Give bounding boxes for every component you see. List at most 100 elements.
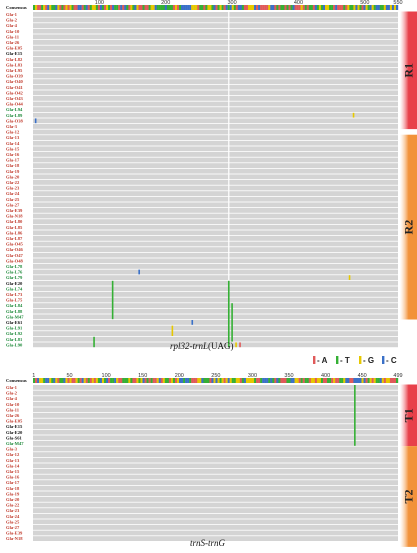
sequence-row [33,513,398,519]
sequence-row [33,107,398,112]
consensus-base-cell [322,378,326,383]
legend-label-a: - A [317,356,328,365]
sequence-label: Gla-16 [6,475,20,480]
consensus-base-cell [276,5,279,10]
consensus-base-cell [152,378,155,383]
consensus-base-cell [164,378,168,383]
consensus-base-cell [361,5,364,10]
consensus-base-cell [106,378,109,383]
consensus-base-cell [329,5,332,10]
consensus-base-cell [205,378,208,383]
consensus-base-cell [132,378,135,383]
consensus-base-cell [339,378,342,383]
consensus-base-cell [345,378,348,383]
consensus-base-cell [73,378,76,383]
sequence-label: Gla-27 [6,202,20,207]
sequence-row [33,12,398,17]
sequence-row [33,174,398,180]
consensus-base-cell [381,5,385,10]
consensus-base-cell [128,5,131,10]
sequence-row [33,17,398,23]
consensus-base-cell [158,378,161,383]
sequence-row [33,68,398,73]
consensus-base-cell [262,5,265,10]
consensus-base-cell [203,378,206,383]
sequence-row [33,96,398,101]
consensus-base-cell [61,5,64,10]
variant-site-mark [239,342,241,348]
consensus-base-cell [327,378,330,383]
sequence-label: Gla-E39 [6,531,23,536]
consensus-base-cell [57,5,60,10]
consensus-base-cell [103,378,107,383]
consensus-base-cell [47,378,50,383]
consensus-base-cell [395,5,399,10]
consensus-label: Consensus [6,378,27,383]
consensus-base-cell [375,378,378,383]
sequence-row [33,390,398,396]
sequence-row [33,401,398,407]
consensus-base-cell [347,5,350,10]
legend-swatch-g [359,356,362,364]
consensus-base-cell [160,5,163,10]
sequence-label: Gla-E20 [6,430,23,435]
sequence-row [33,336,398,342]
group-bar-t2 [400,446,417,547]
consensus-base-cell [223,5,226,10]
sequence-row [33,146,398,152]
consensus-base-cell [252,378,255,383]
sequence-label: Gla-L86 [6,230,23,235]
sequence-row [33,308,398,314]
consensus-base-cell [85,378,88,383]
variant-site-mark [34,118,37,124]
consensus-base-cell [189,378,192,383]
position-tick-label: 1 [32,373,35,379]
sequence-row [33,269,398,275]
consensus-base-cell [116,378,119,383]
sequence-label: Gla-L79 [6,275,23,280]
sequence-row [33,525,398,530]
consensus-color-strip [33,5,399,10]
sequence-row [33,34,398,40]
sequence-label: Gla-O41 [6,85,24,90]
variant-site-mark [93,336,95,348]
consensus-base-cell [369,378,372,383]
consensus-base-cell [371,378,374,383]
sequence-label: Gla-O42 [6,90,24,95]
consensus-base-cell [337,5,340,10]
consensus-base-cell [170,5,174,10]
consensus-base-cell [349,5,352,10]
sequence-label: Gla-14 [6,141,20,146]
sequence-label: Gla-L95 [6,68,23,73]
consensus-base-cell [187,5,190,10]
consensus-base-cell [316,378,320,383]
consensus-base-cell [229,5,232,10]
consensus-base-cell [231,5,234,10]
consensus-base-cell [296,5,299,10]
consensus-base-cell [130,5,133,10]
sequence-label: Gla-L78 [6,264,23,269]
sequence-row [33,418,398,424]
sequence-label: Gla-1 [6,385,18,390]
consensus-base-cell [243,378,247,383]
sequence-row [33,124,398,129]
consensus-base-cell [235,378,239,383]
sequence-row [33,441,398,446]
consensus-base-cell [217,378,220,383]
sequence-label: Gla-25 [6,519,20,524]
consensus-base-cell [278,5,281,10]
consensus-base-cell [103,5,107,10]
consensus-base-cell [369,5,372,10]
sequence-label: Gla-E05 [6,46,23,51]
consensus-base-cell [292,378,295,383]
consensus-base-cell [254,378,257,383]
consensus-base-cell [197,5,200,10]
legend-swatch-t [336,356,339,364]
consensus-base-cell [85,5,88,10]
consensus-base-cell [136,378,139,383]
consensus-base-cell [39,5,42,10]
consensus-base-cell [357,5,360,10]
position-tick-label: 200 [175,373,184,379]
consensus-base-cell [316,5,320,10]
sequence-row [33,314,398,320]
